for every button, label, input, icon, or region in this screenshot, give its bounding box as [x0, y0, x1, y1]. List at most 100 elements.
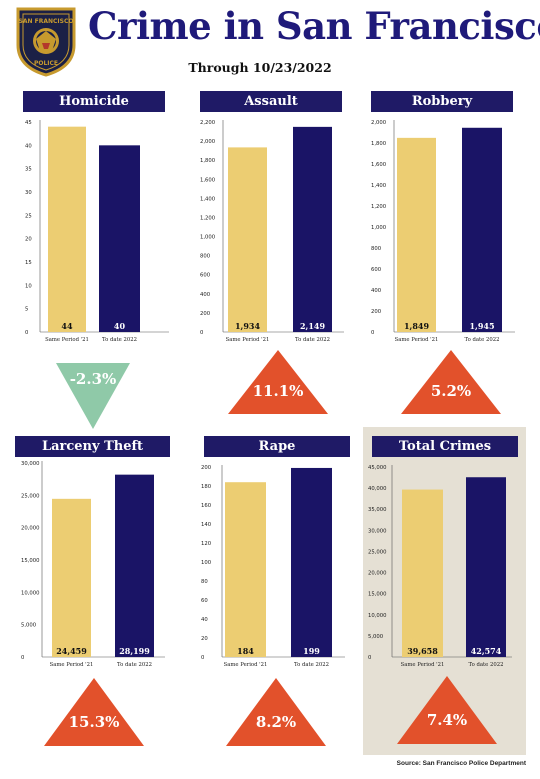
assault-y-tick-label: 1,800 — [200, 158, 216, 164]
larceny-theft-y-tick-label: 15,000 — [21, 558, 40, 564]
rape-y-tick-label: 140 — [201, 522, 212, 528]
robbery-y-tick-label: 2,000 — [371, 120, 387, 126]
larceny-theft-chart: 0 5,000 10,000 15,000 20,000 25,000 30,000 24,4… — [21, 461, 165, 668]
robbery-y-tick-label: 600 — [371, 267, 382, 273]
assault-y-tick-label: 1,600 — [200, 177, 216, 183]
homicide-category-label: To date 2022 — [102, 337, 137, 343]
larceny-theft-category-label: Same Period '21 — [50, 662, 94, 668]
assault-y-tick-label: 1,400 — [200, 196, 216, 202]
larceny-theft-change-label: 15.3% — [69, 713, 120, 731]
homicide-y-tick-label: 5 — [25, 307, 28, 313]
homicide-decrease-triangle — [56, 363, 130, 429]
assault-y-tick-label: 2,000 — [200, 139, 216, 145]
larceny-theft-bar-2022 — [115, 474, 154, 657]
homicide-y-tick-label: 30 — [25, 190, 32, 196]
rape-y-tick-label: 100 — [201, 560, 212, 566]
larceny-theft-y-tick-label: 30,000 — [21, 461, 40, 467]
assault-y-tick-label: 0 — [200, 330, 204, 336]
rape-data-label: 199 — [303, 646, 320, 656]
total-crimes-increase-triangle — [397, 676, 497, 744]
total-crimes-y-tick-label: 35,000 — [368, 507, 387, 513]
panel-title-robbery: Robbery — [371, 91, 513, 112]
robbery-y-tick-label: 0 — [371, 330, 375, 336]
assault-chart: 0 200 400 600 800 1,000 1,200 1,400 1,600 1,800 2,… — [200, 120, 344, 343]
panel-title-rape: Rape — [204, 436, 350, 457]
robbery-y-tick-label: 1,600 — [371, 162, 387, 168]
robbery-y-tick-label: 200 — [371, 309, 382, 315]
total-crimes-change-indicator: 7.4% — [397, 676, 497, 744]
robbery-bar-2021 — [397, 137, 436, 332]
assault-bar-2022 — [293, 126, 332, 332]
total-crimes-change-label: 7.4% — [427, 711, 467, 729]
assault-data-label: 1,934 — [235, 321, 260, 331]
panel-title-assault: Assault — [200, 91, 342, 112]
svg-text:POLICE: POLICE — [34, 60, 58, 67]
total-crimes-chart: 0 5,000 10,000 15,000 20,000 25,000 30,000 35,0… — [368, 465, 512, 668]
assault-y-tick-label: 1,200 — [200, 215, 216, 221]
total-crimes-y-tick-label: 5,000 — [368, 634, 384, 640]
panel-title-homicide: Homicide — [23, 91, 165, 112]
rape-change-label: 8.2% — [256, 713, 296, 731]
total-crimes-y-tick-label: 30,000 — [368, 528, 387, 534]
rape-y-tick-label: 160 — [201, 503, 212, 509]
total-crimes-y-tick-label: 25,000 — [368, 549, 387, 555]
rape-y-tick-label: 40 — [201, 617, 208, 623]
assault-category-label: To date 2022 — [295, 337, 330, 343]
source-note: Source: San Francisco Police Department — [396, 760, 526, 767]
larceny-theft-y-tick-label: 5,000 — [21, 623, 37, 629]
rape-category-label: To date 2022 — [294, 662, 329, 668]
homicide-y-tick-label: 45 — [25, 120, 32, 126]
robbery-y-tick-label: 1,800 — [371, 141, 387, 147]
rape-increase-triangle — [226, 678, 326, 746]
robbery-y-tick-label: 1,400 — [371, 183, 387, 189]
robbery-increase-triangle — [401, 350, 501, 414]
larceny-theft-y-tick-label: 10,000 — [21, 590, 40, 596]
total-crimes-y-tick-label: 10,000 — [368, 613, 387, 619]
total-crimes-y-tick-label: 40,000 — [368, 486, 387, 492]
rape-y-tick-label: 180 — [201, 484, 212, 490]
assault-change-indicator: 11.1% — [228, 350, 328, 414]
police-badge-logo: SAN FRANCISCO POLICE — [16, 7, 76, 77]
homicide-y-tick-label: 10 — [25, 283, 32, 289]
rape-category-label: Same Period '21 — [224, 662, 268, 668]
homicide-y-tick-label: 25 — [25, 213, 32, 219]
total-crimes-data-label: 39,658 — [407, 646, 438, 656]
robbery-data-label: 1,945 — [469, 321, 494, 331]
homicide-y-tick-label: 20 — [25, 237, 32, 243]
homicide-change-indicator: -2.3% — [56, 363, 130, 429]
robbery-bar-2022 — [462, 127, 502, 333]
homicide-y-tick-label: 0 — [25, 330, 29, 336]
rape-y-tick-label: 60 — [201, 598, 208, 604]
robbery-category-label: Same Period '21 — [395, 337, 439, 343]
panel-title-total-crimes: Total Crimes — [372, 436, 518, 457]
rape-data-label: 184 — [237, 646, 254, 656]
homicide-bar-2022 — [99, 145, 140, 332]
total-crimes-y-tick-label: 20,000 — [368, 571, 387, 577]
page-subtitle: Through 10/23/2022 — [188, 60, 332, 75]
assault-y-tick-label: 600 — [200, 273, 211, 279]
assault-y-tick-label: 200 — [200, 311, 211, 317]
total-crimes-category-label: To date 2022 — [469, 662, 504, 668]
total-crimes-data-label: 42,574 — [471, 646, 502, 656]
homicide-change-label: -2.3% — [70, 370, 117, 388]
homicide-y-tick-label: 35 — [25, 167, 32, 173]
rape-chart: 0 20 40 60 80 100 120 140 160 180 200 184 Same Perio… — [201, 465, 345, 668]
total-crimes-y-tick-label: 0 — [368, 655, 372, 661]
rape-y-tick-label: 20 — [201, 636, 208, 642]
robbery-y-tick-label: 800 — [371, 246, 382, 252]
homicide-chart: 0 5 10 15 20 25 30 35 40 45 44 Same Period '21 40 To … — [25, 120, 169, 343]
robbery-y-tick-label: 1,200 — [371, 204, 387, 210]
homicide-y-tick-label: 40 — [25, 143, 32, 149]
robbery-change-label: 5.2% — [431, 382, 471, 400]
svg-text:SAN FRANCISCO: SAN FRANCISCO — [19, 18, 74, 25]
rape-y-tick-label: 80 — [201, 579, 208, 585]
assault-change-label: 11.1% — [253, 382, 304, 400]
larceny-theft-data-label: 24,459 — [56, 646, 87, 656]
total-crimes-bar-2022 — [466, 477, 506, 657]
larceny-theft-y-tick-label: 20,000 — [21, 526, 40, 532]
rape-y-tick-label: 120 — [201, 541, 212, 547]
larceny-theft-y-tick-label: 0 — [21, 655, 25, 661]
larceny-theft-increase-triangle — [44, 678, 144, 746]
robbery-chart: 0 200 400 600 800 1,000 1,200 1,400 1,600 1,800 2,… — [371, 120, 515, 343]
rape-bar-2022 — [291, 467, 332, 657]
